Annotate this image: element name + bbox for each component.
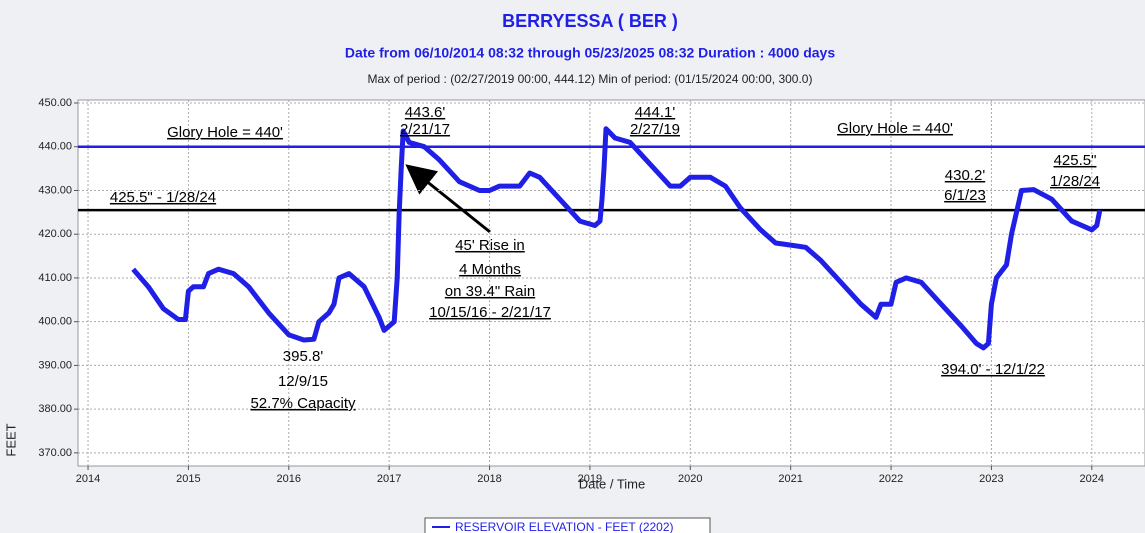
annotation: 2/27/19 [630,121,680,138]
annotation: 443.6' [405,104,446,121]
annotation: 6/1/23 [944,187,986,204]
y-tick-label: 400.00 [38,316,72,328]
y-tick-label: 450.00 [38,97,72,109]
chart-title: BERRYESSA ( BER ) [502,11,678,31]
y-axis-label: FEET [3,423,18,456]
annotation: 394.0' - 12/1/22 [941,361,1045,378]
annotation: 12/9/15 [278,373,328,390]
x-axis-label: Date / Time [579,476,645,491]
x-tick-label: 2018 [477,473,501,485]
y-tick-label: 430.00 [38,184,72,196]
y-tick-label: 390.00 [38,359,72,371]
annotation: Glory Hole = 440' [837,120,953,137]
x-tick-label: 2022 [879,473,903,485]
y-tick-label: 380.00 [38,403,72,415]
x-tick-label: 2020 [678,473,702,485]
plot-area [77,99,1145,467]
annotation: 425.5" [1054,152,1097,169]
annotation: Glory Hole = 440' [167,124,283,141]
annotation: 2/21/17 [400,121,450,138]
x-tick-label: 2019 [578,473,602,485]
chart-caption: Max of period : (02/27/2019 00:00, 444.1… [368,72,813,86]
data-line [131,126,1103,351]
x-tick-label: 2024 [1080,473,1104,485]
arrow [405,164,491,234]
x-tick-label: 2017 [377,473,401,485]
legend [424,517,711,533]
y-tick-label: 410.00 [38,272,72,284]
y-tick-label: 420.00 [38,228,72,240]
annotation: 425.5" - 1/28/24 [110,189,216,206]
x-tick-label: 2023 [979,473,1003,485]
annotation: 1/28/24 [1050,173,1100,190]
annotation: on 39.4" Rain [445,283,535,300]
y-tick-label: 440.00 [38,141,72,153]
annotation: 10/15/16 - 2/21/17 [429,304,551,321]
annotation: 52.7% Capacity [250,395,356,412]
x-tick-label: 2014 [76,473,100,485]
annotation: 4 Months [459,261,521,278]
y-tick-label: 370.00 [38,447,72,459]
chart-subtitle: Date from 06/10/2014 08:32 through 05/23… [345,45,835,61]
annotation: 395.8' [283,348,324,365]
annotation: 45' Rise in [455,237,525,254]
annotation: 430.2' [945,167,986,184]
legend-label: RESERVOIR ELEVATION - FEET (2202) [455,520,674,533]
x-tick-label: 2021 [778,473,802,485]
x-tick-label: 2016 [277,473,301,485]
x-tick-label: 2015 [176,473,200,485]
annotation: 444.1' [635,104,676,121]
